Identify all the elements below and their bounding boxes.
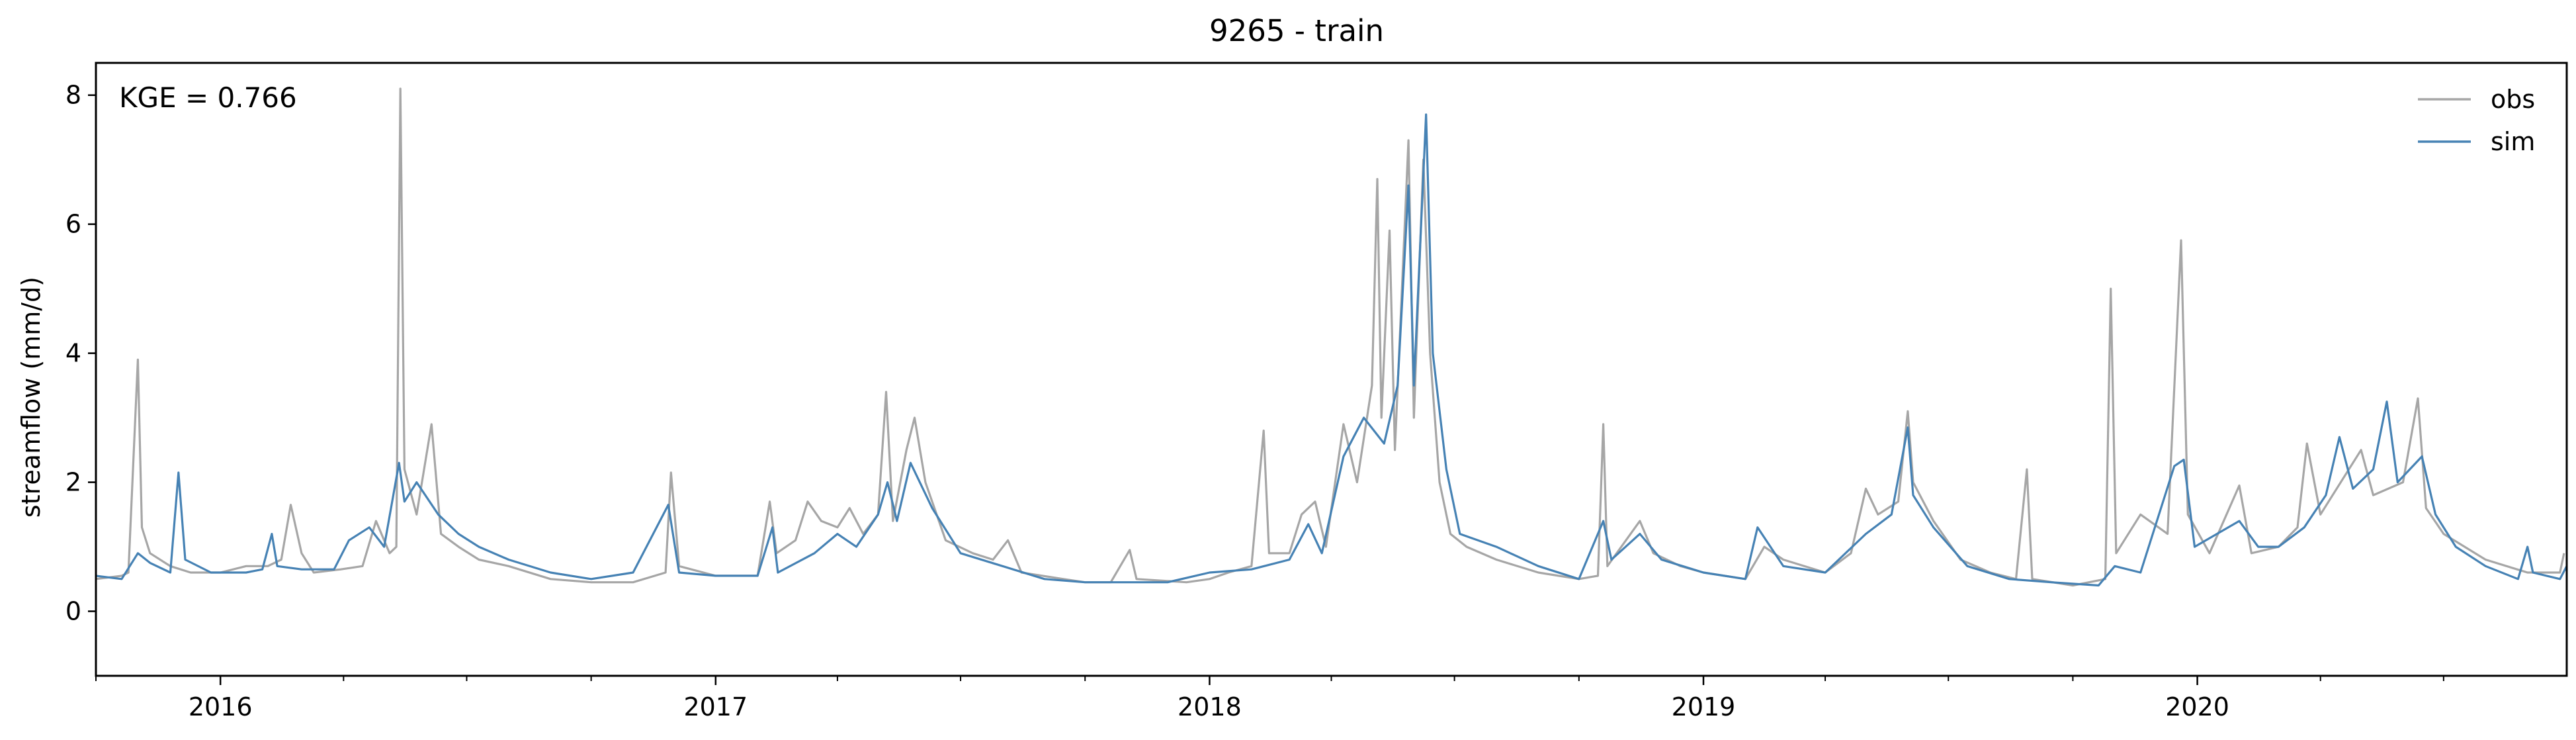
x-axis-ticks: 2016 2017 2018 2019 2020 (95, 676, 2444, 721)
legend: obs sim (2418, 85, 2535, 156)
chart-title: 9265 - train (1209, 13, 1384, 48)
x-tick-label: 2016 (189, 692, 253, 721)
y-tick-label: 2 (65, 468, 81, 497)
series-layer (95, 87, 2568, 587)
legend-label-sim: sim (2491, 127, 2535, 156)
legend-label-obs: obs (2491, 85, 2535, 114)
kge-annotation: KGE = 0.766 (119, 81, 297, 114)
y-tick-label: 6 (65, 210, 81, 239)
y-tick-label: 0 (65, 597, 81, 626)
x-tick-label: 2020 (2165, 692, 2229, 721)
y-axis-label: streamflow (mm/d) (17, 277, 46, 518)
y-tick-label: 4 (65, 339, 81, 368)
x-tick-label: 2017 (683, 692, 748, 721)
y-tick-label: 8 (65, 81, 81, 110)
x-tick-label: 2019 (1672, 692, 1736, 721)
y-axis-ticks: 0 2 4 6 8 (65, 81, 96, 626)
series-line-obs (95, 87, 2565, 587)
series-line-sim (95, 113, 2568, 587)
x-tick-label: 2018 (1178, 692, 1242, 721)
